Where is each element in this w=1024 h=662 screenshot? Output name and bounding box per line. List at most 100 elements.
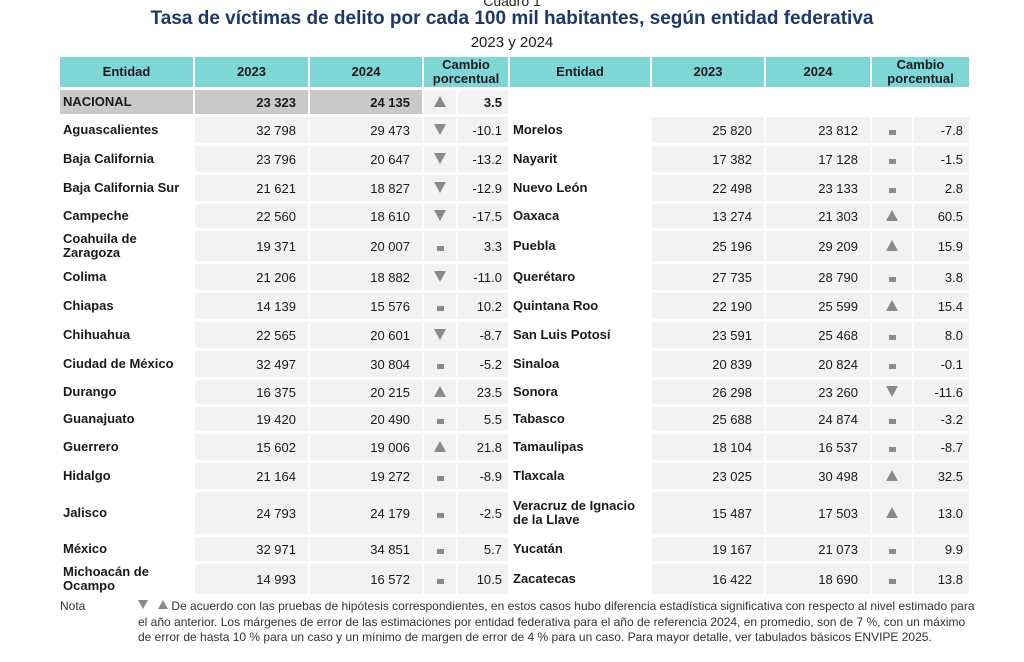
triangle-up-icon [886, 209, 898, 221]
percent-change: 32.5 [914, 463, 969, 489]
value-2024: 15 576 [310, 293, 422, 319]
value-2023: 21 206 [195, 264, 308, 290]
triangle-up-icon [434, 385, 446, 397]
equal-icon [436, 548, 444, 554]
percent-change: 10.5 [458, 564, 508, 594]
value-2024: 17 128 [766, 146, 870, 172]
equal-icon [888, 578, 896, 584]
entity-name: Nayarit [513, 151, 558, 166]
entity-name: Tamaulipas [513, 439, 584, 454]
trend-cell [424, 264, 456, 290]
percent-change: 8.0 [914, 322, 969, 348]
trend-cell [872, 492, 912, 534]
value-2023: 16 375 [195, 380, 308, 404]
percent-change: -13.2 [458, 146, 508, 172]
value-2023: 16 422 [652, 564, 764, 594]
column-header-2023-right: 2023 [652, 57, 764, 87]
triangle-up-icon [886, 239, 898, 251]
entity-name: Puebla [513, 238, 556, 253]
value-2023: 23 025 [652, 463, 764, 489]
column-header-change: Cambio porcentual [424, 57, 508, 87]
value-2023: 25 688 [652, 407, 764, 431]
equal-icon [888, 363, 896, 369]
trend-cell [424, 492, 456, 534]
table-header-row: Entidad 2023 2024 Cambio porcentual Enti… [60, 57, 969, 87]
equal-icon [888, 129, 896, 135]
table-row: Chihuahua 22 565 20 601 -8.7 San Luis Potosí… [60, 322, 969, 348]
trend-cell [424, 117, 456, 143]
value-2024: 16 572 [310, 564, 422, 594]
entity-name: Hidalgo [63, 468, 111, 483]
page-subtitle: 2023 y 2024 [470, 34, 554, 51]
percent-change: -2.5 [458, 492, 508, 534]
national-2024: 24 135 [310, 90, 422, 114]
percent-change: 2.8 [914, 175, 969, 201]
percent-change: -12.9 [458, 175, 508, 201]
triangle-down-icon [434, 181, 446, 193]
percent-change: -5.2 [458, 351, 508, 377]
column-header-entity-right: Entidad [510, 57, 650, 87]
value-2023: 24 793 [195, 492, 308, 534]
value-2024: 25 468 [766, 322, 870, 348]
value-2023: 17 382 [652, 146, 764, 172]
triangle-up-icon [434, 440, 446, 452]
value-2023: 25 196 [652, 231, 764, 261]
entity-name: Tabasco [513, 411, 565, 426]
triangle-up-icon [886, 506, 898, 518]
value-2024: 21 073 [766, 537, 870, 561]
percent-change: -8.7 [458, 322, 508, 348]
percent-change: 15.9 [914, 231, 969, 261]
page-title: Tasa de víctimas de delito por cada 100 … [150, 8, 874, 29]
equal-icon [436, 578, 444, 584]
equal-icon [888, 158, 896, 164]
entity-name: Nuevo León [513, 180, 588, 195]
value-2023: 15 602 [195, 434, 308, 460]
entity-name: Querétaro [513, 269, 576, 284]
trend-cell [872, 204, 912, 228]
entity-name: Ciudad de México [63, 356, 174, 371]
value-2023: 27 735 [652, 264, 764, 290]
entity-name: Chiapas [63, 298, 114, 313]
victims-rate-table: Entidad 2023 2024 Cambio porcentual Enti… [58, 54, 971, 597]
entity-name: Tlaxcala [513, 468, 565, 483]
entity-name: Baja California [63, 151, 155, 166]
trend-cell [424, 407, 456, 431]
value-2024: 20 647 [310, 146, 422, 172]
entity-name: Campeche [63, 208, 129, 223]
entity-name: Jalisco [63, 505, 108, 520]
value-2024: 17 503 [766, 492, 870, 534]
value-2023: 32 497 [195, 351, 308, 377]
percent-change: 5.7 [458, 537, 508, 561]
value-2024: 21 303 [766, 204, 870, 228]
equal-icon [888, 334, 896, 340]
percent-change: -11.6 [914, 380, 969, 404]
footnote: Nota De acuerdo con las pruebas de hipót… [60, 599, 980, 644]
entity-name: Oaxaca [513, 208, 560, 223]
value-2023: 32 971 [195, 537, 308, 561]
value-2024: 29 473 [310, 117, 422, 143]
trend-cell [424, 175, 456, 201]
table-row: Guerrero 15 602 19 006 21.8 Tamaulipas 18 104… [60, 434, 969, 460]
entity-name: Guanajuato [63, 411, 135, 426]
value-2024: 19 006 [310, 434, 422, 460]
percent-change: 5.5 [458, 407, 508, 431]
triangle-down-icon [434, 152, 446, 164]
trend-cell [872, 463, 912, 489]
column-header-entity: Entidad [60, 57, 193, 87]
value-2024: 30 498 [766, 463, 870, 489]
trend-cell [872, 175, 912, 201]
percent-change: -1.5 [914, 146, 969, 172]
value-2023: 18 104 [652, 434, 764, 460]
entity-name: Colima [63, 269, 107, 284]
percent-change: -8.7 [914, 434, 969, 460]
triangle-down-icon [138, 600, 148, 609]
value-2023: 22 190 [652, 293, 764, 319]
value-2023: 19 371 [195, 231, 308, 261]
value-2024: 25 599 [766, 293, 870, 319]
triangle-down-icon [434, 328, 446, 340]
percent-change: 9.9 [914, 537, 969, 561]
national-label: NACIONAL [60, 90, 193, 114]
value-2024: 20 007 [310, 231, 422, 261]
trend-cell [424, 293, 456, 319]
table-row: Colima 21 206 18 882 -11.0 Querétaro 27 735 28… [60, 264, 969, 290]
